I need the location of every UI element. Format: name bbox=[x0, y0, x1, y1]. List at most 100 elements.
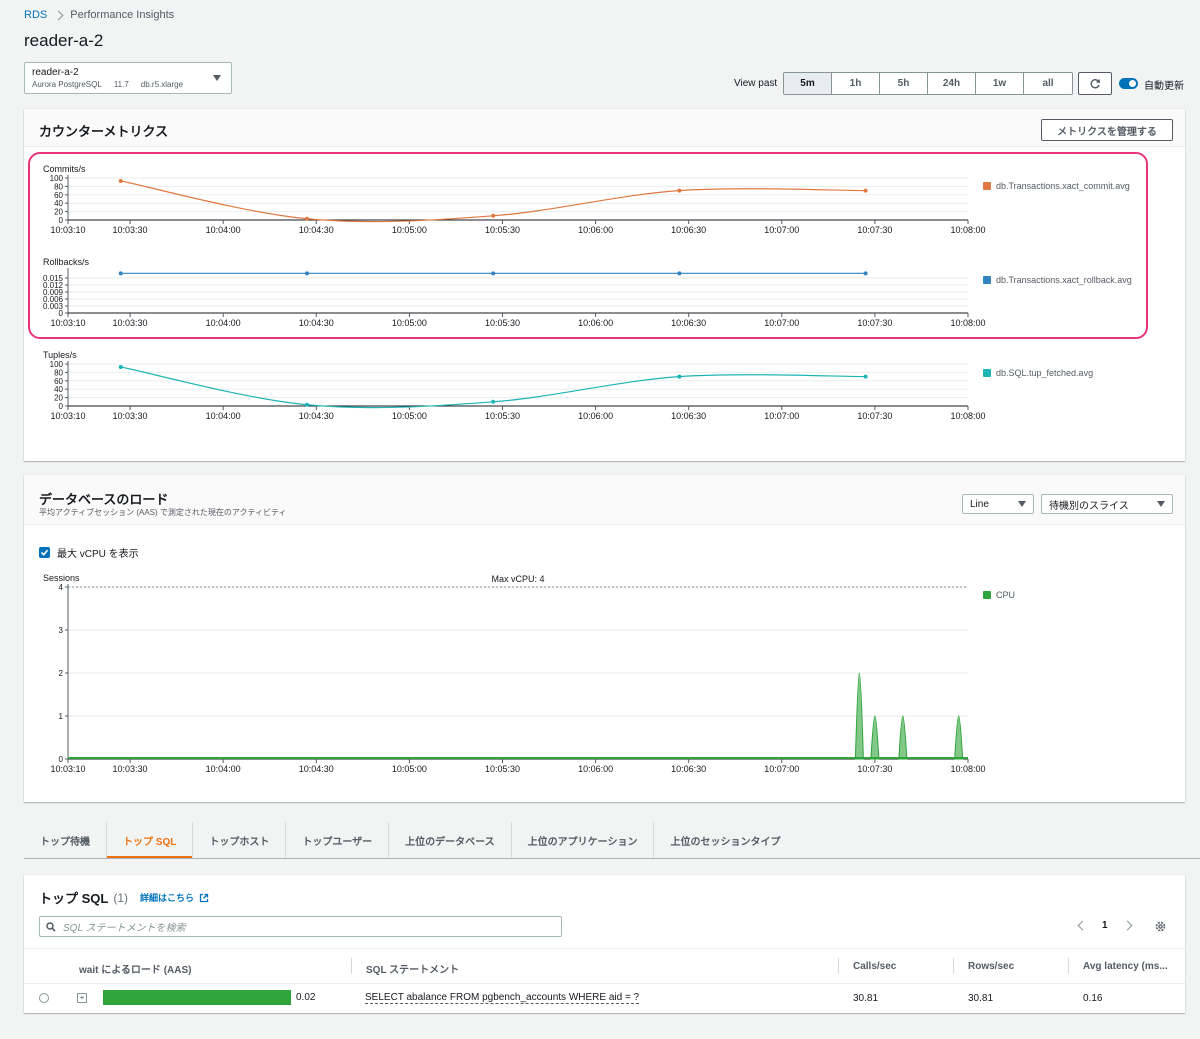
x-tick-label: 10:06:30 bbox=[671, 411, 706, 421]
sql-statement[interactable]: SELECT abalance FROM pgbench_accounts WH… bbox=[365, 992, 640, 1004]
column-separator bbox=[1068, 958, 1069, 974]
legend-cpu: CPU bbox=[983, 590, 1015, 600]
x-tick-label: 10:03:10 bbox=[50, 764, 85, 774]
col-header-load[interactable]: wait によるロード (AAS) bbox=[79, 965, 192, 976]
data-point bbox=[491, 213, 496, 218]
y-tick-label: 1 bbox=[59, 712, 64, 721]
y-tick-label: 100 bbox=[50, 174, 64, 183]
page-title: reader-a-2 bbox=[24, 31, 104, 50]
legend-label: CPU bbox=[996, 590, 1016, 600]
cpu-spike bbox=[870, 715, 880, 760]
dimension-tabs: トップ待機 トップ SQL トップホスト トップユーザー 上位のデータベース 上… bbox=[24, 822, 796, 859]
tab-top-waits[interactable]: トップ待機 bbox=[24, 822, 107, 859]
refresh-button[interactable] bbox=[1078, 72, 1112, 95]
breadcrumb-rds-link[interactable]: RDS bbox=[24, 9, 48, 21]
tab-top-hosts[interactable]: トップホスト bbox=[193, 822, 287, 859]
tab-top-users[interactable]: トップユーザー bbox=[286, 822, 390, 859]
view-past-all-button[interactable]: all bbox=[1042, 78, 1054, 89]
info-link[interactable]: 詳細はこちら bbox=[140, 893, 195, 903]
x-tick-label: 10:05:00 bbox=[392, 411, 427, 421]
y-tick-label: 80 bbox=[54, 368, 63, 377]
x-tick-label: 10:08:00 bbox=[950, 764, 985, 774]
y-axis-label: Commits/s bbox=[43, 164, 86, 174]
instance-name: reader-a-2 bbox=[32, 67, 79, 78]
data-point bbox=[118, 271, 123, 276]
current-page[interactable]: 1 bbox=[1102, 920, 1108, 931]
column-separator bbox=[838, 958, 839, 974]
prev-page-icon[interactable] bbox=[1077, 920, 1088, 931]
instance-class: db.r5.xlarge bbox=[140, 80, 184, 89]
auto-refresh-toggle[interactable] bbox=[1119, 78, 1138, 89]
x-tick-label: 10:05:30 bbox=[485, 764, 520, 774]
tab-top-session-types[interactable]: 上位のセッションタイプ bbox=[670, 837, 781, 848]
top-sql-count: (1) bbox=[113, 890, 129, 905]
view-past-5m-button[interactable]: 5m bbox=[784, 73, 832, 94]
highlight-annotation bbox=[28, 152, 1148, 339]
expand-icon[interactable]: + bbox=[77, 993, 87, 1003]
col-header-statement[interactable]: SQL ステートメント bbox=[366, 965, 460, 976]
x-tick-label: 10:04:00 bbox=[206, 318, 241, 328]
manage-metrics-button[interactable]: メトリクスを管理する bbox=[1041, 119, 1173, 141]
load-value: 0.02 bbox=[296, 992, 316, 1003]
x-tick-label: 10:04:30 bbox=[299, 318, 334, 328]
legend-tuples: db.SQL.tup_fetched.avg bbox=[983, 368, 1093, 378]
view-past-label: View past bbox=[734, 78, 778, 89]
load-bar bbox=[103, 990, 291, 1005]
x-tick-label: 10:06:00 bbox=[578, 225, 613, 235]
row-radio[interactable] bbox=[39, 993, 49, 1003]
x-tick-label: 10:06:30 bbox=[671, 318, 706, 328]
x-tick-label: 10:07:00 bbox=[764, 318, 799, 328]
col-header-calls[interactable]: Calls/sec bbox=[853, 961, 897, 972]
tab-top-sql[interactable]: トップ SQL bbox=[107, 822, 194, 859]
view-past-24h-button[interactable]: 24h bbox=[928, 73, 976, 94]
instance-select[interactable]: reader-a-2 Aurora PostgreSQL 11.7 db.r5.… bbox=[24, 62, 232, 94]
breadcrumb: RDS Performance Insights bbox=[24, 9, 174, 21]
legend-label: db.SQL.tup_fetched.avg bbox=[996, 368, 1094, 378]
auto-refresh-label: 自動更新 bbox=[1144, 81, 1184, 92]
table-row-divider bbox=[24, 983, 1185, 984]
slice-select[interactable]: 待機別のスライス bbox=[1041, 494, 1173, 514]
y-tick-label: 60 bbox=[54, 191, 63, 200]
gear-icon[interactable] bbox=[1154, 920, 1167, 933]
x-tick-label: 10:08:00 bbox=[950, 225, 985, 235]
x-tick-label: 10:03:10 bbox=[50, 411, 85, 421]
y-axis-label: Sessions bbox=[43, 573, 80, 583]
legend-commits: db.Transactions.xact_commit.avg bbox=[983, 181, 1130, 191]
legend-rollbacks: db.Transactions.xact_rollback.avg bbox=[983, 275, 1132, 285]
table-row: + 0.02 SELECT abalance FROM pgbench_acco… bbox=[0, 986, 1200, 1010]
y-tick-label: 2 bbox=[59, 669, 64, 678]
slice-value: 待機別のスライス bbox=[1049, 500, 1129, 512]
data-point bbox=[677, 271, 682, 276]
x-tick-label: 10:06:30 bbox=[671, 764, 706, 774]
x-tick-label: 10:08:00 bbox=[950, 411, 985, 421]
sql-search-input[interactable]: SQL ステートメントを検索 bbox=[39, 916, 562, 937]
max-vcpu-checkbox[interactable] bbox=[39, 547, 50, 558]
tab-top-applications[interactable]: 上位のアプリケーション bbox=[512, 822, 655, 859]
data-point bbox=[491, 271, 496, 276]
y-tick-label: 0 bbox=[59, 755, 64, 764]
col-header-latency[interactable]: Avg latency (ms... bbox=[1083, 961, 1168, 972]
column-separator bbox=[953, 958, 954, 974]
max-vcpu-label: Max vCPU: 4 bbox=[491, 574, 544, 584]
y-tick-label: 80 bbox=[54, 182, 63, 191]
tab-top-databases[interactable]: 上位のデータベース bbox=[389, 822, 512, 859]
view-past-1w-button[interactable]: 1w bbox=[976, 73, 1024, 94]
chart-type-select[interactable]: Line bbox=[962, 494, 1034, 514]
next-page-icon[interactable] bbox=[1122, 920, 1133, 931]
x-tick-label: 10:07:00 bbox=[764, 764, 799, 774]
data-point bbox=[304, 216, 309, 221]
x-tick-label: 10:07:30 bbox=[857, 318, 892, 328]
x-tick-label: 10:07:30 bbox=[857, 225, 892, 235]
x-tick-label: 10:05:00 bbox=[392, 225, 427, 235]
data-point bbox=[677, 374, 682, 379]
refresh-icon bbox=[1090, 78, 1100, 88]
external-link-icon[interactable] bbox=[199, 893, 209, 903]
view-past-5h-button[interactable]: 5h bbox=[880, 73, 928, 94]
check-icon bbox=[40, 549, 49, 556]
col-header-rows[interactable]: Rows/sec bbox=[968, 961, 1015, 972]
view-past-1h-button[interactable]: 1h bbox=[832, 73, 880, 94]
x-tick-label: 10:05:30 bbox=[485, 225, 520, 235]
